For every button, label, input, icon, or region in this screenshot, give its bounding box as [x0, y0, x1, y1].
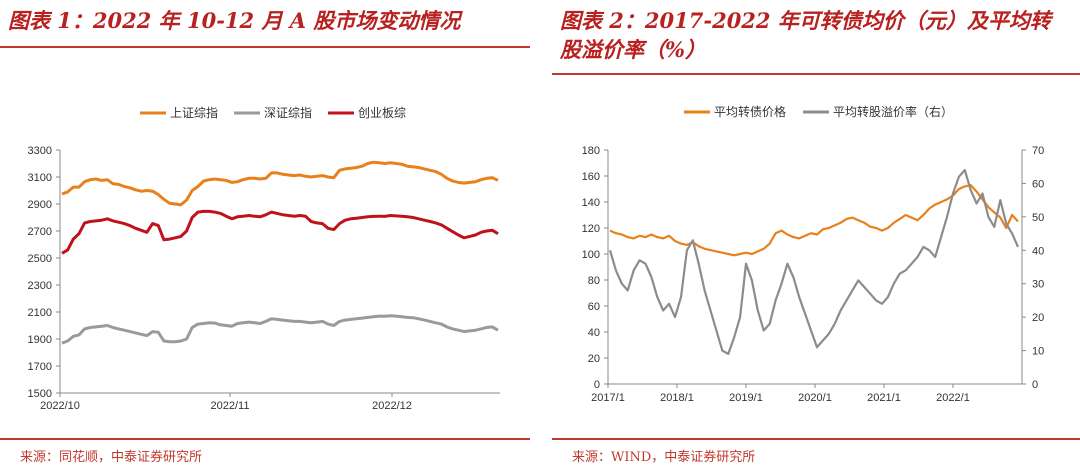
chart-title: 图表 2：2017-2022 年可转债均价（元）及平均转股溢价率（%） — [560, 8, 1051, 62]
y-left-tick-label: 60 — [588, 301, 600, 313]
series-line-0 — [61, 160, 499, 207]
y-tick-label: 3300 — [28, 145, 52, 157]
chart-2-svg: 1801601401201008060402007060504030201002… — [582, 104, 1045, 404]
y-right-tick-label: 70 — [1032, 145, 1044, 157]
legend-label-1: 深证综指 — [264, 105, 312, 120]
chart-1-svg: 3300 3100 2900 2700 2500 2300 2100 1900 1700 1500… — [28, 105, 500, 412]
legend-label-1: 平均转股溢价率（右） — [833, 104, 953, 119]
x-tick-label: 2022/10 — [40, 400, 80, 412]
x-tick-label: 2022/1 — [936, 392, 970, 404]
y-right-tick-label: 0 — [1032, 379, 1038, 391]
y-left-tick-label: 40 — [588, 327, 600, 339]
y-left-tick-label: 20 — [588, 353, 600, 365]
y-right-tick-label: 30 — [1032, 279, 1044, 291]
x-tick-label: 2019/1 — [729, 392, 763, 404]
source-note: 来源：同花顺，中泰证券研究所 — [20, 450, 203, 465]
y-tick-label: 2700 — [28, 226, 52, 238]
series-line-1 — [61, 314, 499, 345]
y-left-tick-label: 100 — [582, 249, 600, 261]
y-left-tick-label: 120 — [582, 223, 600, 235]
y-tick-label: 1900 — [28, 334, 52, 346]
title-rule — [552, 73, 1080, 75]
title-rule — [0, 46, 530, 48]
chart-panel-1: 图表 1：2022 年 10-12 月 A 股市场变动情况 3300 3100 29… — [0, 0, 530, 471]
y-left-tick-label: 0 — [594, 379, 600, 391]
x-tick-label: 2021/1 — [867, 392, 901, 404]
series-line-1 — [608, 169, 1020, 355]
y-tick-label: 1500 — [28, 388, 52, 400]
y-right-tick-label: 40 — [1032, 245, 1044, 257]
y-tick-label: 2100 — [28, 307, 52, 319]
y-left-tick-label: 140 — [582, 197, 600, 209]
y-left-tick-label: 180 — [582, 145, 600, 157]
legend-label-0: 上证综指 — [170, 105, 218, 120]
x-tick-label: 2018/1 — [660, 392, 694, 404]
x-tick-label: 2022/11 — [211, 400, 250, 412]
y-left-tick-label: 80 — [588, 275, 600, 287]
legend-label-2: 创业板综 — [358, 106, 406, 120]
y-tick-label: 2300 — [28, 280, 52, 292]
legend-label-0: 平均转债价格 — [714, 104, 786, 119]
series-line-0 — [609, 184, 1019, 257]
x-tick-label: 2022/12 — [372, 400, 412, 412]
x-tick-label: 2017/1 — [591, 392, 625, 404]
y-tick-label: 3100 — [28, 172, 52, 184]
chart-title: 图表 1：2022 年 10-12 月 A 股市场变动情况 — [8, 8, 461, 33]
footer-rule — [552, 438, 1080, 440]
y-right-tick-label: 10 — [1032, 346, 1044, 358]
y-tick-label: 1700 — [28, 361, 52, 373]
y-right-tick-label: 50 — [1032, 212, 1044, 224]
y-right-tick-label: 60 — [1032, 178, 1044, 190]
y-left-tick-label: 160 — [582, 171, 600, 183]
x-tick-label: 2020/1 — [798, 392, 832, 404]
footer-rule — [0, 438, 530, 440]
chart-panel-2: 图表 2：2017-2022 年可转债均价（元）及平均转股溢价率（%） 180 1… — [552, 0, 1080, 471]
source-note: 来源：WIND，中泰证券研究所 — [572, 450, 756, 465]
y-right-tick-label: 20 — [1032, 312, 1044, 324]
y-tick-label: 2500 — [28, 253, 52, 265]
series-line-2 — [61, 209, 499, 255]
y-tick-label: 2900 — [28, 199, 52, 211]
